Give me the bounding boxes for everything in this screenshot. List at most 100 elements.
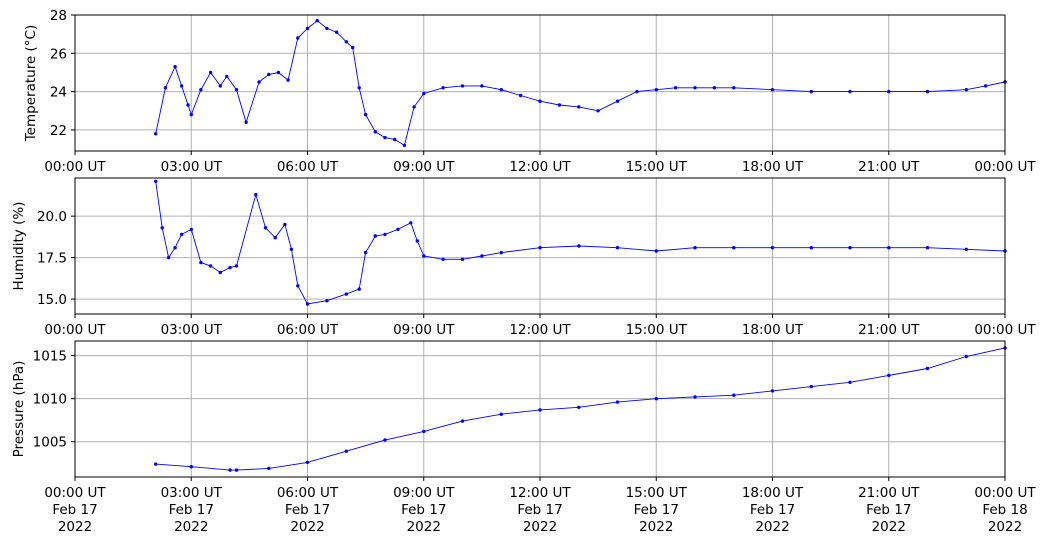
temperature-data-point — [654, 88, 658, 92]
temperature-data-point — [412, 105, 416, 109]
temperature-data-point — [225, 74, 229, 79]
temperature-data-point — [276, 70, 281, 75]
temperature-y-tick-label: 22 — [50, 123, 67, 139]
x-tick-date-label: Feb 17 — [634, 502, 679, 518]
pressure-data-point — [344, 449, 348, 453]
temperature-x-tick-label: 09:00 UT — [393, 159, 455, 175]
temperature-data-point — [712, 86, 717, 90]
humidity-data-point — [538, 246, 542, 250]
temperature-x-tick-label: 18:00 UT — [742, 159, 804, 175]
humidity-data-point — [383, 232, 387, 237]
humidity-x-tick-label: 00:00 UT — [974, 322, 1036, 338]
pressure-data-point — [154, 462, 158, 466]
pressure-data-point — [693, 395, 697, 399]
humidity-data-point — [363, 250, 368, 255]
temperature-data-point — [296, 36, 300, 40]
temperature-data-point — [267, 72, 271, 77]
temperature-data-point — [577, 105, 581, 109]
pressure-data-point — [964, 354, 968, 359]
pressure-data-point — [267, 466, 271, 471]
humidity-x-tick-label: 09:00 UT — [393, 322, 455, 338]
temperature-data-point — [499, 88, 503, 92]
x-tick-date-label: Feb 17 — [750, 502, 795, 518]
humidity-data-point — [577, 244, 581, 248]
temperature-data-point — [596, 109, 600, 113]
temperature-data-point — [635, 89, 639, 94]
temperature-data-point — [925, 89, 930, 94]
pressure-y-tick-label: 1010 — [33, 392, 67, 408]
temperature-data-point — [286, 78, 290, 82]
humidity-data-point — [441, 257, 445, 261]
pressure-data-point — [228, 468, 232, 472]
temperature-data-point — [441, 86, 445, 90]
humidity-data-point — [154, 179, 158, 183]
temperature-x-tick-label: 06:00 UT — [277, 159, 339, 175]
x-tick-date-label: Feb 17 — [401, 502, 446, 518]
humidity-x-tick-label: 15:00 UT — [626, 322, 688, 338]
pressure-data-point — [809, 384, 813, 389]
humidity-y-tick-label: 20.0 — [37, 209, 67, 225]
x-tick-year-label: 2022 — [290, 519, 324, 535]
humidity-data-point — [396, 227, 400, 232]
pressure-data-point — [383, 438, 387, 442]
pressure-plot-frame — [74, 340, 1006, 478]
humidity-data-point — [305, 302, 310, 306]
pressure-data-point — [925, 366, 930, 371]
temperature-data-point — [186, 103, 190, 107]
temperature-data-point — [393, 137, 397, 142]
humidity-data-point — [357, 287, 361, 291]
temperature-data-point — [557, 103, 562, 107]
temperature-data-point — [315, 19, 319, 23]
temperature-data-point — [964, 88, 968, 92]
x-tick-date-label: Feb 17 — [285, 502, 330, 518]
pressure-data-point — [615, 400, 620, 404]
pressure-x-tick-label: 09:00 UT — [393, 485, 455, 501]
temperature-data-point — [179, 84, 184, 88]
x-tick-date-label: Feb 17 — [866, 502, 911, 518]
x-tick-date-label: Feb 17 — [52, 502, 97, 518]
pressure-x-tick-label: 18:00 UT — [742, 485, 804, 501]
x-tick-date-label: Feb 17 — [169, 502, 214, 518]
temperature-data-point — [422, 91, 426, 96]
pressure-x-tick-label: 00:00 UT — [44, 485, 106, 501]
temperature-data-point — [334, 30, 339, 34]
humidity-data-point — [160, 226, 164, 230]
temperature-data-point — [351, 45, 355, 50]
temperature-data-point — [173, 65, 177, 69]
temperature-data-point — [983, 84, 988, 88]
pressure-data-point — [499, 412, 503, 416]
temperature-data-point — [305, 26, 310, 31]
temperature-data-point — [402, 143, 407, 147]
temperature-data-point — [208, 70, 213, 75]
x-tick-date-label: Feb 17 — [517, 502, 562, 518]
pressure-y-axis-title: Pressure (hPa) — [11, 361, 27, 458]
temperature-x-tick-label: 00:00 UT — [974, 159, 1036, 175]
temperature-data-point — [234, 88, 239, 92]
temperature-x-tick-label: 00:00 UT — [44, 159, 106, 175]
humidity-data-point — [296, 284, 300, 288]
humidity-x-tick-label: 06:00 UT — [277, 322, 339, 338]
x-tick-year-label: 2022 — [872, 519, 906, 535]
temperature-data-point — [244, 120, 248, 125]
humidity-data-point — [770, 246, 775, 250]
temperature-y-tick-label: 24 — [50, 85, 67, 101]
humidity-y-tick-label: 17.5 — [37, 251, 67, 267]
temperature-data-point — [480, 84, 484, 88]
humidity-plot-frame — [74, 177, 1006, 315]
humidity-data-point — [925, 246, 930, 250]
temperature-data-point — [199, 88, 203, 92]
temperature-data-point — [518, 93, 523, 98]
humidity-y-tick-label: 15.0 — [37, 292, 67, 308]
pressure-x-tick-label: 21:00 UT — [858, 485, 920, 501]
humidity-data-point — [460, 257, 465, 261]
humidity-data-point — [208, 264, 213, 268]
humidity-data-point — [218, 270, 222, 275]
humidity-data-point — [325, 299, 329, 303]
humidity-data-point — [480, 254, 484, 258]
pressure-data-point — [189, 465, 193, 469]
humidity-x-tick-label: 18:00 UT — [742, 322, 804, 338]
pressure-data-point — [305, 460, 310, 465]
pressure-data-point — [770, 389, 775, 393]
humidity-data-point — [615, 246, 620, 250]
humidity-data-point — [887, 246, 891, 250]
